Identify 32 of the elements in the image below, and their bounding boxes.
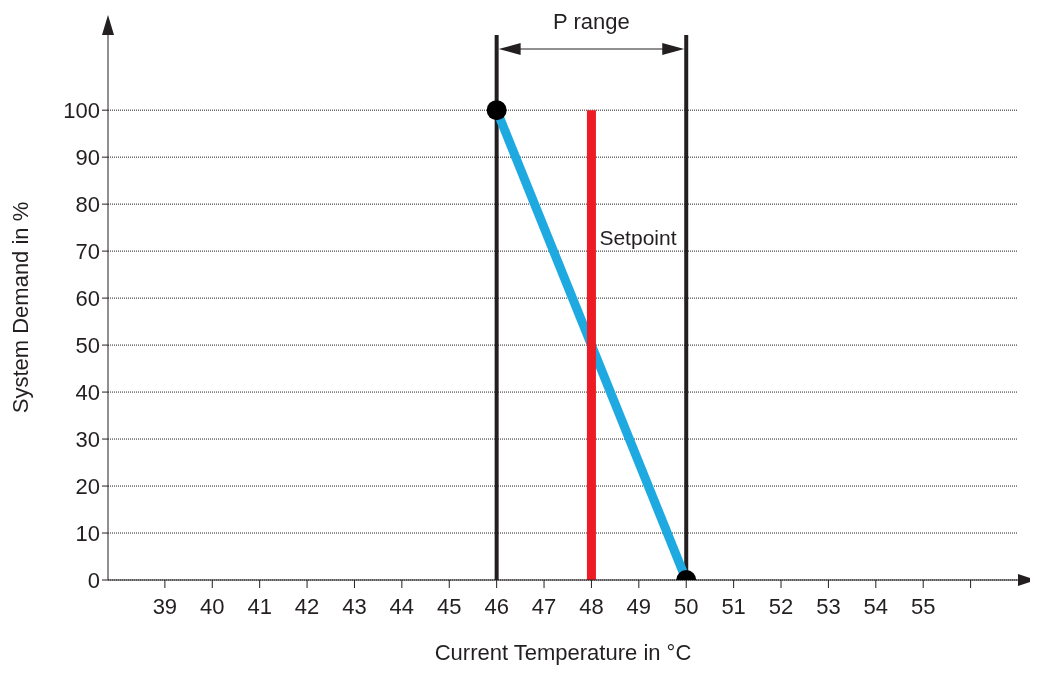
x-tick-label: 42 bbox=[294, 593, 320, 619]
y-tick-label: 70 bbox=[75, 238, 100, 264]
x-tick-label: 46 bbox=[484, 593, 509, 619]
x-axis-title: Current Temperature in °C bbox=[434, 640, 692, 665]
y-tick-label: 20 bbox=[75, 473, 100, 499]
y-tick-label: 30 bbox=[75, 426, 100, 452]
x-tick-label: 51 bbox=[721, 593, 746, 619]
x-tick-label: 41 bbox=[247, 593, 272, 619]
y-tick-label: 100 bbox=[63, 97, 100, 123]
x-tick-label: 48 bbox=[579, 593, 604, 619]
text: P range bbox=[553, 9, 630, 34]
x-tick-label: 54 bbox=[863, 593, 889, 619]
y-tick-label: 90 bbox=[75, 144, 100, 170]
y-tick-label: 60 bbox=[75, 285, 100, 311]
y-tick-label: 80 bbox=[75, 191, 100, 217]
x-tick-label: 43 bbox=[342, 593, 367, 619]
x-tick-label: 45 bbox=[437, 593, 462, 619]
y-tick-label: 50 bbox=[75, 332, 100, 358]
x-tick-label: 44 bbox=[389, 593, 415, 619]
annotation: Setpoint bbox=[599, 226, 677, 250]
x-tick-label: 53 bbox=[816, 593, 841, 619]
y-tick-label: 40 bbox=[75, 379, 100, 405]
x-tick-label: 55 bbox=[910, 593, 936, 619]
y-axis-title: System Demand in % bbox=[7, 201, 33, 414]
y-tick-label: 10 bbox=[75, 520, 100, 546]
x-tick-label: 52 bbox=[768, 593, 794, 619]
x-tick-label: 50 bbox=[673, 593, 699, 619]
x-tick-label: 47 bbox=[531, 593, 557, 619]
x-tick-label: 40 bbox=[200, 593, 225, 619]
x-tick-label: 39 bbox=[152, 593, 178, 619]
x-tick-label: 49 bbox=[626, 593, 652, 619]
y-tick-label: 0 bbox=[87, 567, 100, 593]
